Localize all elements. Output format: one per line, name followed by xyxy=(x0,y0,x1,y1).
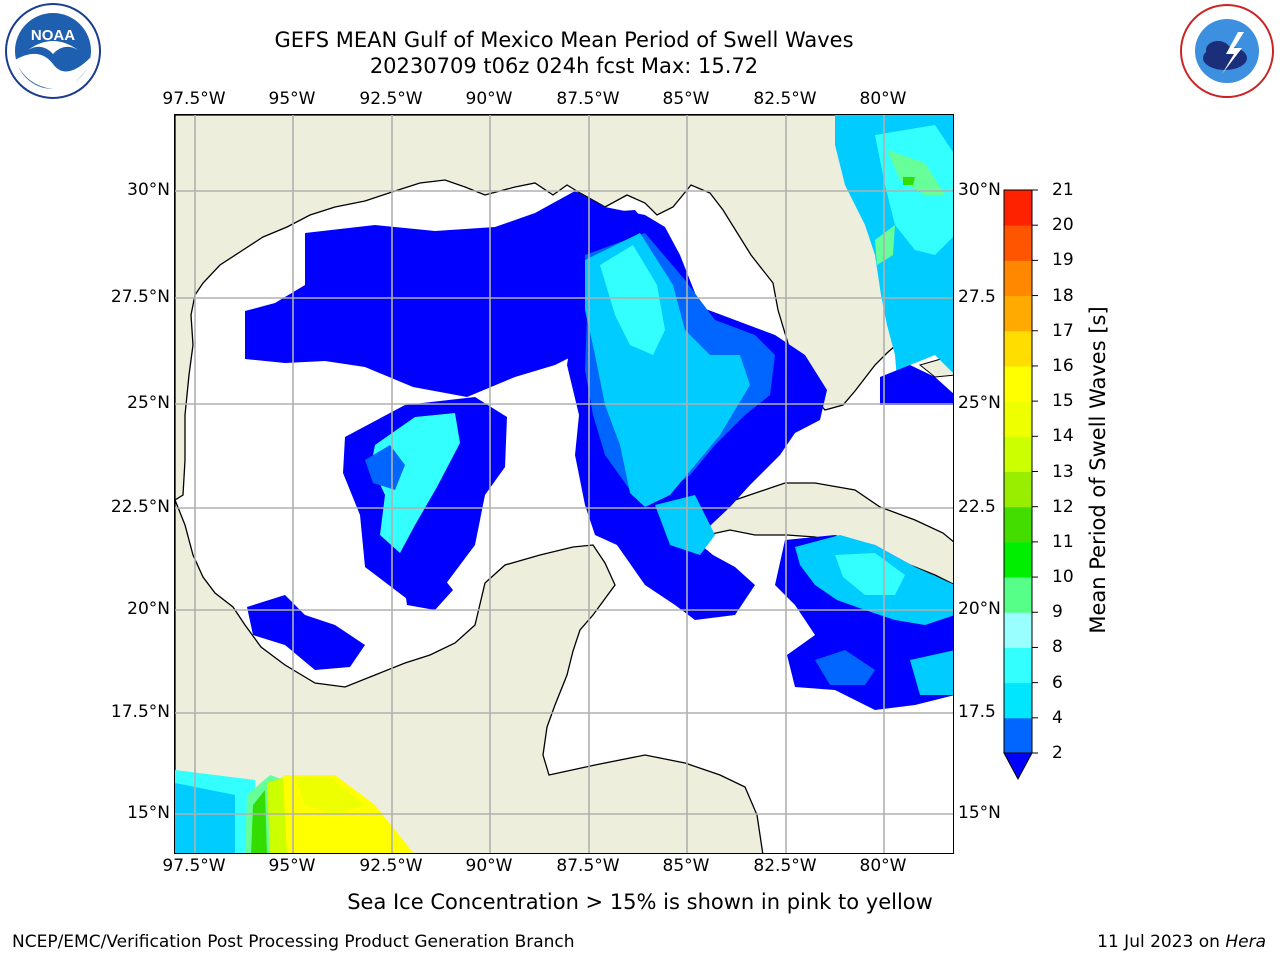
lon-label-bottom: 87.5°W xyxy=(556,856,620,876)
lon-label-bottom: 85°W xyxy=(662,856,710,876)
colorbar-tick-label: 19 xyxy=(1052,250,1074,271)
colorbar-bin xyxy=(1004,401,1032,437)
lon-label-top: 97.5°W xyxy=(162,89,226,109)
colorbar-bin xyxy=(1004,225,1032,261)
lat-label-right: 30°N xyxy=(958,180,1001,200)
colorbar-tick-label: 6 xyxy=(1052,672,1063,693)
lon-label-top: 85°W xyxy=(662,89,710,109)
lon-label-top: 92.5°W xyxy=(359,89,423,109)
noaa-logo-text: NOAA xyxy=(31,27,75,44)
map-panel xyxy=(174,114,954,854)
colorbar-tick-label: 10 xyxy=(1052,567,1074,588)
colorbar-bin xyxy=(1004,612,1032,648)
land-us xyxy=(175,115,953,501)
colorbar-tick-label: 9 xyxy=(1052,602,1063,623)
colorbar-tick-label: 14 xyxy=(1052,426,1074,447)
colorbar-extend-arrow xyxy=(1003,752,1033,781)
colorbar-tick-label: 4 xyxy=(1052,707,1063,728)
colorbar-bin xyxy=(1004,471,1032,508)
colorbar-title: Mean Period of Swell Waves [s] xyxy=(1086,306,1110,634)
map-subtitle: 20230709 t06z 024h fcst Max: 15.72 xyxy=(369,54,759,78)
lat-label-left: 27.5°N xyxy=(110,287,170,307)
lon-label-bottom: 80°W xyxy=(859,856,907,876)
noaa-logo: NOAA xyxy=(5,3,101,99)
colorbar-bin xyxy=(1004,260,1032,297)
sea-ice-note-text: Sea Ice Concentration > 15% is shown in … xyxy=(347,890,933,914)
colorbar-bin xyxy=(1004,541,1032,578)
colorbar-bin xyxy=(1004,295,1032,332)
colorbar-tick-label: 8 xyxy=(1052,637,1063,658)
colorbar xyxy=(1003,189,1038,781)
colorbar-bin xyxy=(1004,647,1032,684)
lon-label-bottom: 90°W xyxy=(465,856,513,876)
lon-label-bottom: 95°W xyxy=(268,856,316,876)
colorbar-tick-label: 15 xyxy=(1052,391,1074,412)
lat-label-left: 17.5°N xyxy=(110,702,170,722)
colorbar-tick-label: 11 xyxy=(1052,531,1074,552)
lat-label-left: 15°N xyxy=(127,803,170,823)
lon-label-top: 90°W xyxy=(465,89,513,109)
lat-label-right: 15°N xyxy=(958,803,1001,823)
lat-label-left: 22.5°N xyxy=(110,497,170,517)
colorbar-bin xyxy=(1004,330,1032,367)
lon-label-bottom: 92.5°W xyxy=(359,856,423,876)
colorbar-bin xyxy=(1004,436,1032,472)
land-mexico xyxy=(175,499,764,853)
colorbar-tick-label: 21 xyxy=(1052,180,1074,200)
lon-label-top: 82.5°W xyxy=(753,89,817,109)
sea-ice-note: Sea Ice Concentration > 15% is shown in … xyxy=(0,890,1280,914)
lon-label-top: 95°W xyxy=(268,89,316,109)
lat-label-left: 20°N xyxy=(127,599,170,619)
lat-label-right: 20°N xyxy=(958,599,1001,619)
lon-label-top: 87.5°W xyxy=(556,89,620,109)
date-text: 11 Jul 2023 on xyxy=(1097,932,1226,952)
nws-logo xyxy=(1180,4,1274,98)
date-line: 11 Jul 2023 on Hera xyxy=(1097,932,1266,952)
colorbar-tick-label: 18 xyxy=(1052,285,1074,306)
colorbar-tick-label: 20 xyxy=(1052,215,1074,236)
colorbar-tick-label: 2 xyxy=(1052,743,1063,763)
colorbar-bin xyxy=(1004,365,1032,402)
lat-label-left: 25°N xyxy=(127,393,170,413)
lat-label-left: 30°N xyxy=(127,180,170,200)
lat-label-right: 17.5 xyxy=(958,702,996,722)
colorbar-bin xyxy=(1004,577,1032,613)
colorbar-tick-label: 16 xyxy=(1052,355,1074,376)
colorbar-bin xyxy=(1004,682,1032,719)
map-title: GEFS MEAN Gulf of Mexico Mean Period of … xyxy=(274,28,854,52)
lon-label-top: 80°W xyxy=(859,89,907,109)
lon-label-bottom: 82.5°W xyxy=(753,856,817,876)
lat-label-right: 25°N xyxy=(958,393,1001,413)
lat-label-right: 27.5 xyxy=(958,287,996,307)
colorbar-bin xyxy=(1004,190,1032,226)
colorbar-tick-label: 13 xyxy=(1052,461,1074,482)
colorbar-bin xyxy=(1004,506,1032,543)
graticule xyxy=(175,115,953,853)
colorbar-tick-label: 12 xyxy=(1052,496,1074,517)
machine-name: Hera xyxy=(1225,932,1266,952)
colorbar-bin xyxy=(1004,717,1032,754)
credit-line: NCEP/EMC/Verification Post Processing Pr… xyxy=(12,932,575,952)
lat-label-right: 22.5 xyxy=(958,497,996,517)
lon-label-bottom: 97.5°W xyxy=(162,856,226,876)
swell-period-map xyxy=(175,115,953,853)
colorbar-tick-label: 17 xyxy=(1052,320,1074,341)
